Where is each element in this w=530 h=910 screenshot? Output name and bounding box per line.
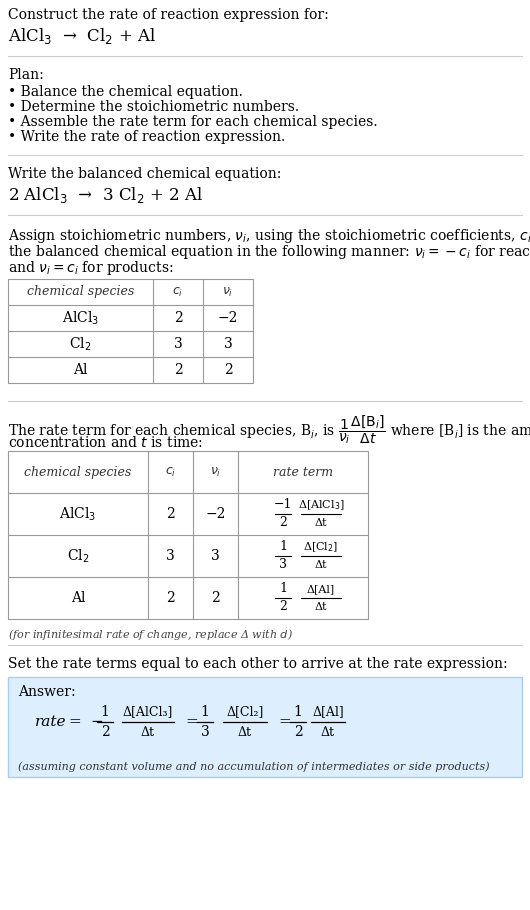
Text: −2: −2 <box>218 311 238 325</box>
Text: Δt: Δt <box>315 518 327 528</box>
Text: Δ[Cl$_2$]: Δ[Cl$_2$] <box>303 541 339 554</box>
Text: chemical species: chemical species <box>24 466 131 479</box>
Text: 3: 3 <box>279 559 287 571</box>
Text: 2: 2 <box>174 311 182 325</box>
Text: 2: 2 <box>211 591 220 605</box>
Text: 1: 1 <box>294 705 303 719</box>
Text: 3: 3 <box>174 337 182 351</box>
Text: 2: 2 <box>294 725 303 739</box>
Text: 1: 1 <box>101 705 109 719</box>
Text: (assuming constant volume and no accumulation of intermediates or side products): (assuming constant volume and no accumul… <box>18 761 490 772</box>
Text: −2: −2 <box>205 507 226 521</box>
Text: Δt: Δt <box>238 725 252 739</box>
Text: • Assemble the rate term for each chemical species.: • Assemble the rate term for each chemic… <box>8 115 377 129</box>
Text: 2: 2 <box>166 591 175 605</box>
Text: Set the rate terms equal to each other to arrive at the rate expression:: Set the rate terms equal to each other t… <box>8 657 508 671</box>
Text: =: = <box>68 715 81 729</box>
Text: 2: 2 <box>279 517 287 530</box>
Text: =: = <box>278 715 291 729</box>
Text: 1: 1 <box>279 541 287 553</box>
Text: chemical species: chemical species <box>27 286 134 298</box>
Bar <box>8 677 522 777</box>
Text: Δ[Cl₂]: Δ[Cl₂] <box>226 705 264 719</box>
Text: −: − <box>90 715 103 729</box>
Text: 2: 2 <box>279 601 287 613</box>
Text: Assign stoichiometric numbers, $\nu_i$, using the stoichiometric coefficients, $: Assign stoichiometric numbers, $\nu_i$, … <box>8 227 530 245</box>
Text: Answer:: Answer: <box>18 685 76 699</box>
Text: 1: 1 <box>200 705 209 719</box>
Text: • Balance the chemical equation.: • Balance the chemical equation. <box>8 85 243 99</box>
Text: AlCl$_3$  →  Cl$_2$ + Al: AlCl$_3$ → Cl$_2$ + Al <box>8 26 156 46</box>
Text: Δ[Al]: Δ[Al] <box>312 705 344 719</box>
Text: • Write the rate of reaction expression.: • Write the rate of reaction expression. <box>8 130 285 144</box>
Text: 3: 3 <box>211 549 220 563</box>
Text: 2: 2 <box>166 507 175 521</box>
Text: • Determine the stoichiometric numbers.: • Determine the stoichiometric numbers. <box>8 100 299 114</box>
Text: $\nu_i$: $\nu_i$ <box>222 286 234 298</box>
Text: Al: Al <box>70 591 85 605</box>
Text: Δt: Δt <box>321 725 335 739</box>
Text: (for infinitesimal rate of change, replace Δ with $d$): (for infinitesimal rate of change, repla… <box>8 627 293 642</box>
Bar <box>8 451 368 619</box>
Text: Cl$_2$: Cl$_2$ <box>69 335 92 353</box>
Text: Write the balanced chemical equation:: Write the balanced chemical equation: <box>8 167 281 181</box>
Text: rate term: rate term <box>273 466 333 479</box>
Text: Δt: Δt <box>315 602 327 612</box>
Text: concentration and $t$ is time:: concentration and $t$ is time: <box>8 435 203 450</box>
Text: 2: 2 <box>101 725 109 739</box>
Text: 3: 3 <box>201 725 209 739</box>
Text: the balanced chemical equation in the following manner: $\nu_i = -c_i$ for react: the balanced chemical equation in the fo… <box>8 243 530 261</box>
Bar <box>8 279 253 383</box>
Text: AlCl$_3$: AlCl$_3$ <box>62 309 99 327</box>
Text: Construct the rate of reaction expression for:: Construct the rate of reaction expressio… <box>8 8 329 22</box>
Text: Al: Al <box>73 363 88 377</box>
Text: rate: rate <box>35 715 66 729</box>
Text: $c_i$: $c_i$ <box>165 465 176 479</box>
Text: $c_i$: $c_i$ <box>172 286 183 298</box>
Text: Δ[AlCl$_3$]: Δ[AlCl$_3$] <box>298 498 344 511</box>
Text: 2: 2 <box>224 363 232 377</box>
Text: $\nu_i$: $\nu_i$ <box>210 465 221 479</box>
Text: Δt: Δt <box>315 560 327 570</box>
Text: Δt: Δt <box>141 725 155 739</box>
Text: 3: 3 <box>224 337 232 351</box>
Text: 3: 3 <box>166 549 175 563</box>
Text: −1: −1 <box>274 499 292 511</box>
Text: 2: 2 <box>174 363 182 377</box>
Text: and $\nu_i = c_i$ for products:: and $\nu_i = c_i$ for products: <box>8 259 173 277</box>
Text: 1: 1 <box>279 582 287 595</box>
Text: 2 AlCl$_3$  →  3 Cl$_2$ + 2 Al: 2 AlCl$_3$ → 3 Cl$_2$ + 2 Al <box>8 185 204 205</box>
Text: Cl$_2$: Cl$_2$ <box>67 547 89 565</box>
Text: Δ[Al]: Δ[Al] <box>307 584 335 594</box>
Text: =: = <box>185 715 198 729</box>
Text: The rate term for each chemical species, B$_i$, is $\dfrac{1}{\nu_i}\dfrac{\Delt: The rate term for each chemical species,… <box>8 413 530 446</box>
Text: Δ[AlCl₃]: Δ[AlCl₃] <box>123 705 173 719</box>
Text: Plan:: Plan: <box>8 68 44 82</box>
Text: AlCl$_3$: AlCl$_3$ <box>59 505 96 522</box>
